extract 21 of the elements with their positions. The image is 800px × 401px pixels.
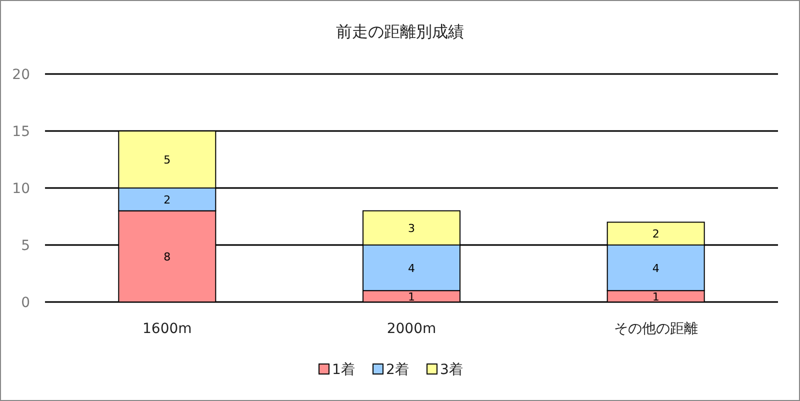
ytick: 10 <box>12 181 30 197</box>
title: 前走の距離別成績 <box>336 22 464 41</box>
ytick: 0 <box>21 295 30 311</box>
label: 1 <box>408 290 415 304</box>
xtick: 1600m <box>142 321 192 337</box>
label: 2 <box>652 228 660 241</box>
ytick: 15 <box>12 124 30 140</box>
xtick: その他の距離 <box>614 321 698 337</box>
label: 8 <box>164 250 171 264</box>
label: 5 <box>164 154 171 166</box>
label: 4 <box>652 262 660 275</box>
label: 4 <box>408 262 415 275</box>
xtick: 2000m <box>386 321 436 337</box>
ytick: 5 <box>21 238 30 254</box>
label: 3 <box>408 222 415 235</box>
label: 1 <box>652 290 660 304</box>
legend-text: 2着 <box>386 362 409 378</box>
legend-text: 3着 <box>440 362 463 378</box>
label: 2 <box>164 193 171 206</box>
legend-text: 1着 <box>332 362 355 378</box>
ytick: 20 <box>12 67 30 83</box>
